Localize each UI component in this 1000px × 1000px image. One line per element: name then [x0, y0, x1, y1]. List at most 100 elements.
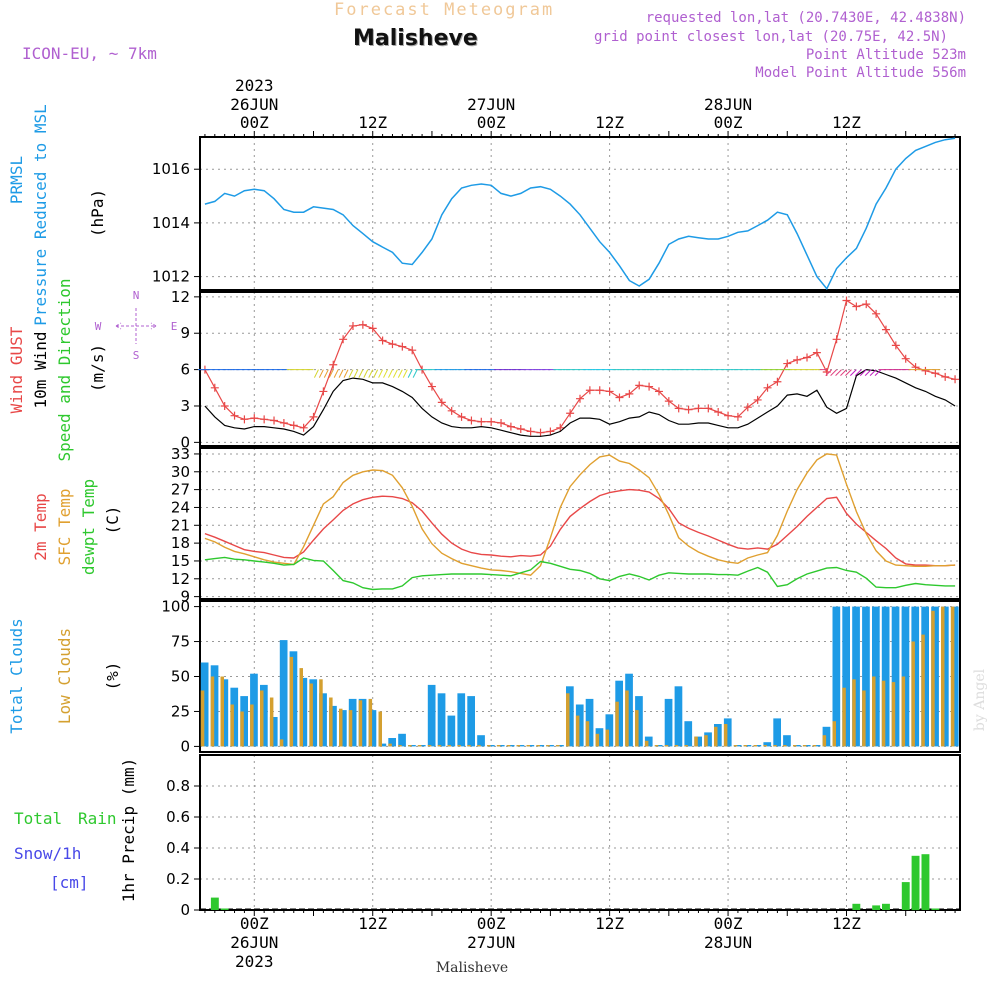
panel-frame: [199, 136, 961, 291]
total-cloud-bar: [200, 662, 209, 747]
wind-direction-arrow: [328, 369, 334, 378]
gust-point: [733, 412, 742, 421]
requested-coords: requested lon,lat (20.7430E, 42.4838N): [645, 10, 966, 26]
wind-direction-arrow: [850, 369, 857, 376]
total-cloud-bar: [753, 745, 762, 747]
wind-direction-arrow: [358, 369, 364, 378]
wind-direction-arrow: [323, 369, 329, 378]
gust-point: [240, 415, 249, 424]
top-time-label: 12Z: [595, 113, 624, 132]
total-cloud-bar: [644, 736, 653, 747]
wind-direction-arrow: [402, 369, 408, 378]
top-year-label: 2023: [235, 76, 274, 95]
top-time-label: 00Z: [714, 113, 743, 132]
total-cloud-bar: [309, 679, 318, 747]
low-cloud-bar: [793, 745, 797, 747]
total-cloud-bar: [427, 684, 436, 747]
y-tick-label: 15: [171, 552, 190, 570]
low-cloud-bar: [733, 745, 738, 747]
gust-point: [378, 336, 387, 345]
low-cloud-bar: [506, 745, 511, 747]
total-cloud-bar: [842, 606, 850, 747]
y-tick-label: 33: [171, 445, 190, 463]
total-cloud-bar: [269, 717, 278, 747]
gust-point: [812, 348, 821, 357]
y-tick-label: 1016: [152, 160, 190, 178]
rain-bar: [921, 854, 930, 910]
total-cloud-bar: [852, 606, 860, 747]
gust-point: [931, 369, 940, 378]
wind-direction-arrow: [407, 369, 413, 378]
total-cloud-bar: [575, 704, 584, 747]
low-cloud-bar: [230, 704, 234, 747]
wind-direction-arrow: [378, 369, 384, 378]
total-cloud-bar: [378, 743, 387, 747]
low-cloud-bar: [546, 745, 550, 747]
wind-direction-arrow: [397, 369, 403, 378]
rain-bar: [882, 903, 890, 910]
total-cloud-bar: [822, 726, 831, 747]
total-cloud-bar: [566, 686, 574, 747]
pressure-unit: (hPa): [88, 189, 107, 237]
low-cloud-bar: [417, 745, 422, 747]
gust-point: [487, 417, 496, 426]
panel-frame: [199, 447, 961, 600]
gust-point: [724, 411, 733, 420]
total-cloud-bar: [881, 606, 890, 747]
gust-point: [901, 354, 910, 363]
gust-point: [694, 404, 703, 413]
total-cloud-bar: [496, 745, 505, 747]
low-cloud-bar: [595, 733, 600, 747]
gust-point: [270, 416, 279, 425]
total-cloud-bar: [526, 745, 535, 747]
total-cloud-bar: [694, 736, 702, 747]
low-cloud-bar: [891, 682, 896, 747]
y-tick-label: 25: [171, 702, 190, 720]
total-cloud-bar: [447, 715, 456, 747]
temp-2m-label: 2m Temp: [31, 493, 50, 560]
total-cloud-bar: [487, 745, 495, 747]
total-cloud-bar: [605, 714, 614, 747]
low-cloud-bar: [279, 739, 284, 747]
low-cloud-bar: [654, 745, 659, 747]
rain-bar: [220, 908, 229, 910]
gust-point: [339, 335, 348, 344]
wind-direction-arrow: [363, 369, 369, 378]
gust-point: [526, 427, 535, 436]
wind-direction-arrow: [392, 369, 398, 378]
total-cloud-bar: [417, 745, 426, 747]
gust-point: [654, 387, 663, 396]
total-cloud-bar: [408, 745, 416, 747]
y-tick-label: 12: [171, 570, 190, 588]
gust-point: [793, 355, 802, 364]
low-cloud-bar: [950, 606, 955, 747]
gust-point: [230, 411, 239, 420]
total-cloud-bar: [615, 680, 623, 747]
low-cloud-bar: [684, 745, 688, 747]
panel-pressure: 1012 1014 1016: [152, 136, 961, 291]
compass-w: W: [95, 320, 102, 333]
wind-direction-arrow: [412, 369, 418, 378]
gust-point: [645, 382, 654, 391]
gust-line: [204, 299, 956, 434]
gust-point: [605, 387, 614, 396]
y-tick-label: 0: [180, 433, 190, 451]
total-cloud-bar: [723, 718, 732, 747]
total-cloud-bar: [901, 606, 910, 747]
low-cloud-bar: [822, 735, 827, 747]
gridpoint-coords: grid point closest lon,lat (20.75E, 42.5…: [593, 29, 948, 45]
low-cloud-bar: [832, 721, 836, 747]
gust-point: [556, 423, 565, 432]
gust-point: [467, 416, 476, 425]
gust-point: [309, 412, 318, 421]
gust-point: [625, 389, 634, 398]
total-cloud-bar: [467, 696, 475, 747]
total-cloud-bar: [664, 698, 673, 747]
low-clouds-label: Low Clouds: [55, 628, 74, 724]
total-cloud-bar: [536, 745, 545, 747]
low-cloud-bar: [487, 745, 491, 747]
gust-point: [398, 342, 407, 351]
gust-point: [427, 382, 436, 391]
gust-point: [516, 425, 525, 434]
low-cloud-bar: [635, 710, 639, 747]
